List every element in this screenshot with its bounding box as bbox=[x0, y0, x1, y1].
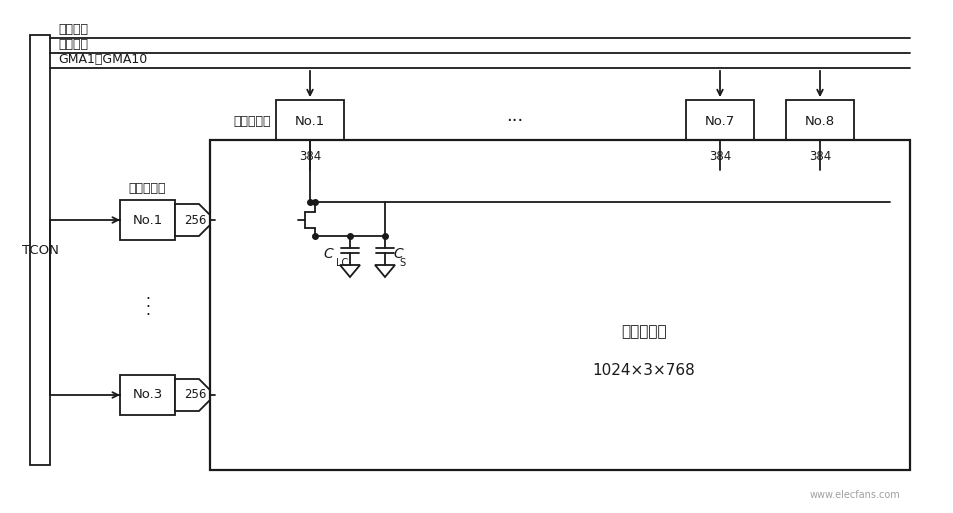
Polygon shape bbox=[174, 379, 214, 411]
Text: 384: 384 bbox=[808, 149, 830, 163]
Text: 1024×3×768: 1024×3×768 bbox=[592, 364, 695, 379]
Text: 384: 384 bbox=[298, 149, 321, 163]
Text: No.1: No.1 bbox=[294, 114, 325, 128]
Polygon shape bbox=[285, 142, 335, 170]
Bar bbox=[275, 100, 344, 142]
Bar bbox=[120, 200, 174, 240]
Text: 256: 256 bbox=[184, 388, 206, 402]
Text: LC: LC bbox=[335, 258, 348, 268]
Bar bbox=[30, 35, 50, 465]
Text: 显示数据: 显示数据 bbox=[58, 23, 88, 36]
Text: No.1: No.1 bbox=[132, 213, 162, 227]
Text: TCON: TCON bbox=[22, 244, 58, 256]
Polygon shape bbox=[174, 204, 214, 236]
Text: ···: ··· bbox=[506, 112, 523, 130]
Text: ·: · bbox=[145, 300, 150, 315]
Polygon shape bbox=[695, 142, 744, 170]
Text: ·: · bbox=[145, 292, 150, 307]
Bar bbox=[120, 375, 174, 415]
Text: 源极驱动器: 源极驱动器 bbox=[233, 114, 271, 128]
Text: 控制信号: 控制信号 bbox=[58, 38, 88, 51]
Text: 384: 384 bbox=[708, 149, 730, 163]
Text: GMA1～GMA10: GMA1～GMA10 bbox=[58, 53, 147, 66]
Polygon shape bbox=[794, 142, 844, 170]
Bar bbox=[685, 100, 753, 142]
Bar bbox=[210, 140, 909, 470]
Polygon shape bbox=[339, 265, 359, 277]
Text: 256: 256 bbox=[184, 213, 206, 227]
Text: ·: · bbox=[145, 308, 150, 323]
Text: C: C bbox=[393, 247, 402, 261]
Polygon shape bbox=[375, 265, 395, 277]
Text: No.7: No.7 bbox=[704, 114, 735, 128]
Text: 液晶显示屏: 液晶显示屏 bbox=[620, 324, 666, 339]
Text: No.3: No.3 bbox=[132, 388, 162, 402]
Text: No.8: No.8 bbox=[804, 114, 834, 128]
Text: S: S bbox=[398, 258, 405, 268]
Text: www.elecfans.com: www.elecfans.com bbox=[808, 490, 899, 500]
Bar bbox=[785, 100, 853, 142]
Text: 栅极驱动器: 栅极驱动器 bbox=[129, 182, 166, 195]
Text: C: C bbox=[323, 247, 333, 261]
